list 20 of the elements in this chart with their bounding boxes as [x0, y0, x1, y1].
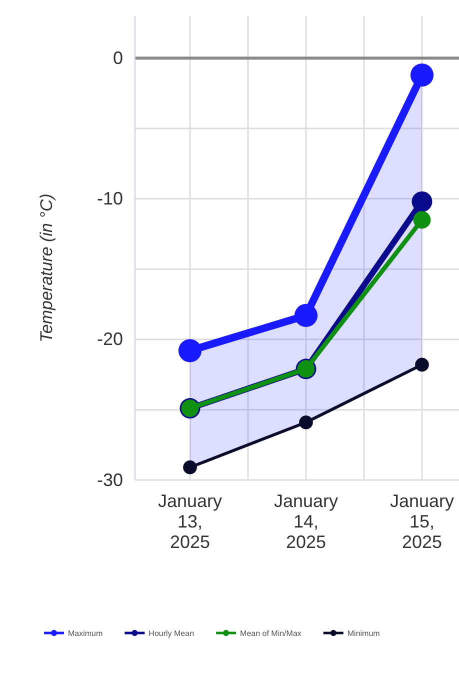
x-tick-label: January 14, 2025 — [274, 490, 338, 552]
point — [415, 358, 429, 372]
x-tick-label: January 13, 2025 — [158, 490, 222, 552]
y-tick-label: -10 — [96, 188, 123, 209]
point — [412, 191, 432, 212]
y-tick-label: -20 — [96, 329, 123, 350]
point — [294, 304, 318, 328]
legend-label: Minimum — [347, 628, 380, 638]
legend-label: Mean of Min/Max — [240, 628, 302, 638]
legend-label: Hourly Mean — [148, 628, 194, 638]
y-tick-label: 0 — [112, 48, 123, 68]
point — [183, 460, 197, 474]
point — [413, 211, 431, 229]
x-tick-label: January 15, 2025 — [390, 490, 454, 552]
point — [299, 415, 313, 430]
y-axis-title: Temperature (in °C) — [37, 194, 56, 342]
legend-label: Maximum — [68, 628, 104, 638]
point — [410, 64, 434, 87]
y-tick-label: -30 — [96, 470, 123, 490]
point — [178, 339, 202, 362]
